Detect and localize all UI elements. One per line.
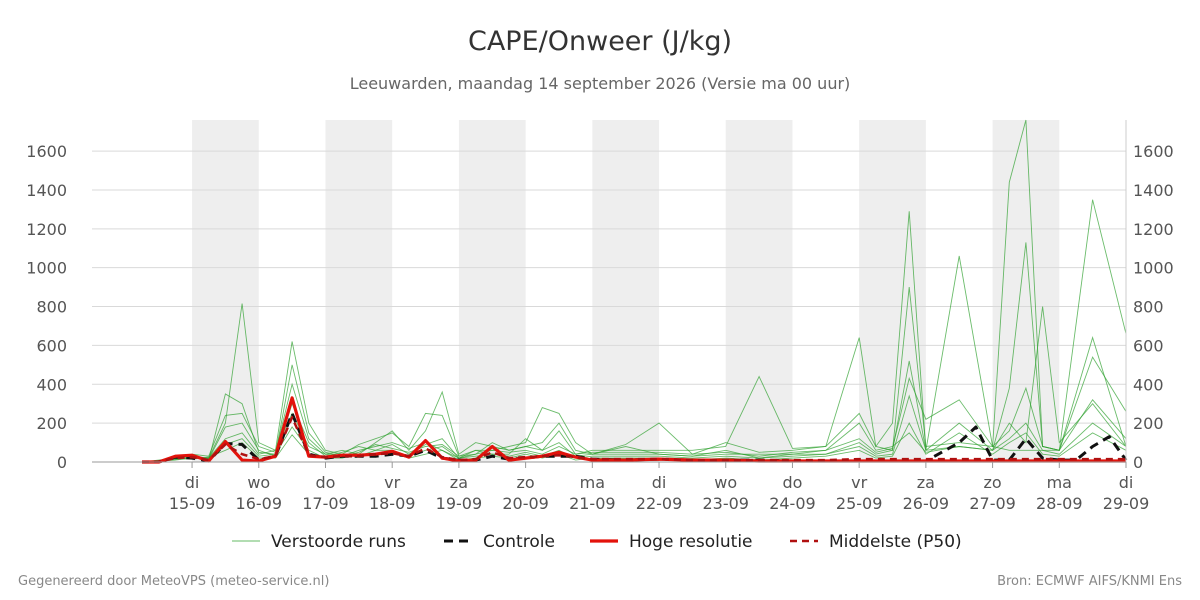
x-tick-date: 28-09 xyxy=(1036,494,1083,513)
y-tick-label-left: 1000 xyxy=(26,259,67,278)
y-tick-label-left: 1400 xyxy=(26,181,67,200)
y-tick-label-left: 600 xyxy=(36,336,67,355)
y-tick-label-left: 800 xyxy=(36,298,67,317)
weekend-shading xyxy=(192,120,1060,462)
legend: Verstoorde runs Controle Hoge resolutie Mid… xyxy=(232,532,962,552)
x-tick-date: 27-09 xyxy=(969,494,1016,513)
series-line-solid-red xyxy=(142,396,1126,464)
legend-label: Verstoorde runs xyxy=(271,532,406,552)
x-tick-weekday: za xyxy=(450,473,468,492)
x-tick-weekday: wo xyxy=(714,473,737,492)
weekend-band xyxy=(859,120,926,462)
x-tick-date: 21-09 xyxy=(569,494,616,513)
legend-label: Middelste (P50) xyxy=(829,532,962,552)
x-tick-date: 18-09 xyxy=(369,494,416,513)
x-tick-date: 29-09 xyxy=(1103,494,1150,513)
x-tick-date: 23-09 xyxy=(702,494,749,513)
x-tick-weekday: zo xyxy=(517,473,535,492)
footer-source: Bron: ECMWF AIFS/KNMI Ens xyxy=(997,574,1182,589)
weekend-band xyxy=(325,120,393,462)
x-tick-weekday: wo xyxy=(247,473,270,492)
y-tick-label-right: 200 xyxy=(1133,414,1164,433)
x-tick-date: 24-09 xyxy=(769,494,816,513)
y-tick-label-left: 400 xyxy=(36,375,67,394)
y-tick-label-right: 1400 xyxy=(1133,181,1174,200)
footer-credit: Gegenereerd door MeteoVPS (meteo-service… xyxy=(18,574,329,589)
x-tick-weekday: ma xyxy=(580,473,605,492)
x-tick-date: 22-09 xyxy=(636,494,683,513)
y-tick-label-left: 0 xyxy=(57,453,67,472)
weekend-band xyxy=(992,120,1060,462)
chart-subtitle: Leeuwarden, maandag 14 september 2026 (V… xyxy=(350,74,851,93)
x-tick-date: 15-09 xyxy=(169,494,216,513)
weekend-band xyxy=(725,120,793,462)
y-tick-label-right: 800 xyxy=(1133,298,1164,317)
x-tick-date: 17-09 xyxy=(302,494,349,513)
x-tick-weekday: di xyxy=(1119,473,1134,492)
x-tick-weekday: ma xyxy=(1047,473,1072,492)
weekend-band xyxy=(458,120,526,462)
x-tick-weekday: do xyxy=(782,473,802,492)
x-tick-weekday: vr xyxy=(851,473,867,492)
ensemble-member-line xyxy=(141,394,1127,463)
x-tick-date: 16-09 xyxy=(236,494,283,513)
x-tick-date: 26-09 xyxy=(903,494,950,513)
axes: 0 0 200 200 400 400 600 600 800 800 1000 1000 1200 12… xyxy=(26,120,1174,513)
x-tick-weekday: za xyxy=(917,473,935,492)
ensemble-member-line xyxy=(141,376,1127,463)
ensemble-member-line xyxy=(141,242,1127,463)
y-tick-label-right: 1200 xyxy=(1133,220,1174,239)
x-tick-weekday: do xyxy=(316,473,336,492)
x-tick-date: 20-09 xyxy=(502,494,549,513)
y-tick-label-left: 1600 xyxy=(26,142,67,161)
legend-label: Hoge resolutie xyxy=(629,532,753,552)
x-tick-weekday: di xyxy=(652,473,667,492)
y-tick-label-left: 1200 xyxy=(26,220,67,239)
y-tick-label-right: 400 xyxy=(1133,375,1164,394)
y-tick-label-right: 600 xyxy=(1133,336,1164,355)
y-tick-label-left: 200 xyxy=(36,414,67,433)
weekend-band xyxy=(592,120,660,462)
weekend-band xyxy=(192,120,259,462)
y-tick-label-right: 0 xyxy=(1133,453,1143,472)
x-tick-date: 25-09 xyxy=(836,494,883,513)
series-line-dashed-darkred xyxy=(141,416,1126,464)
x-tick-date: 19-09 xyxy=(436,494,483,513)
x-tick-weekday: vr xyxy=(384,473,400,492)
legend-label: Controle xyxy=(483,532,555,552)
x-tick-weekday: zo xyxy=(983,473,1001,492)
y-tick-label-right: 1600 xyxy=(1133,142,1174,161)
x-tick-weekday: di xyxy=(185,473,200,492)
series-group xyxy=(141,119,1128,464)
y-tick-label-right: 1000 xyxy=(1133,259,1174,278)
chart-title: CAPE/Onweer (J/kg) xyxy=(468,26,732,57)
